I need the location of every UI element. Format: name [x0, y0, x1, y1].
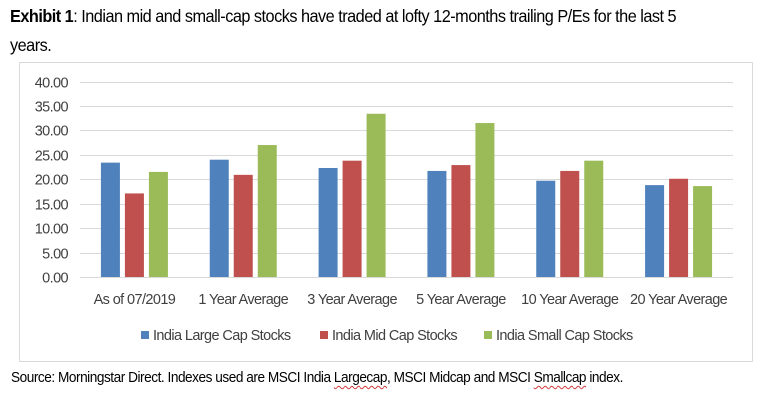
bar-india-mid-cap-stocks [560, 170, 580, 277]
legend-item: India Small Cap Stocks [484, 328, 634, 344]
bar-india-large-cap-stocks [645, 185, 665, 277]
bar-india-mid-cap-stocks [124, 193, 144, 277]
exhibit-label: Exhibit 1 [10, 6, 74, 26]
bar-india-small-cap-stocks [693, 186, 713, 277]
gridlines [80, 82, 733, 278]
source-note: Source: Morningstar Direct. Indexes used… [11, 370, 623, 386]
legend-swatch [320, 331, 328, 339]
y-tick-label: 35.00 [35, 100, 69, 116]
legend-label: India Small Cap Stocks [496, 328, 633, 344]
y-tick-label: 20.00 [35, 173, 69, 189]
bar-india-large-cap-stocks [100, 162, 120, 277]
x-category-label: 3 Year Average [307, 292, 397, 308]
x-category-label: 1 Year Average [198, 292, 288, 308]
bar-india-small-cap-stocks [475, 123, 495, 277]
bar-india-mid-cap-stocks [233, 174, 253, 277]
source-text-middle: , MSCI Midcap and MSCI [387, 370, 534, 386]
bars [100, 113, 713, 277]
bar-india-small-cap-stocks [148, 171, 168, 277]
source-text-suffix: index. [586, 370, 623, 386]
source-word-largecap: Largecap [333, 370, 388, 386]
x-category-label: 10 Year Average [521, 292, 619, 308]
bar-india-large-cap-stocks [427, 170, 447, 277]
legend: India Large Cap Stocks India Mid Cap Stoc… [141, 328, 634, 344]
bar-india-mid-cap-stocks [342, 160, 362, 277]
bar-india-large-cap-stocks [209, 159, 229, 277]
exhibit-description: : Indian mid and small-cap stocks have t… [10, 6, 677, 55]
y-tick-label: 15.00 [35, 198, 69, 214]
y-tick-label: 5.00 [42, 247, 68, 263]
legend-item: India Mid Cap Stocks [320, 328, 458, 344]
legend-label: India Large Cap Stocks [153, 328, 291, 344]
legend-label: India Mid Cap Stocks [332, 328, 457, 344]
legend-swatch [141, 331, 149, 339]
source-text-prefix: Source: Morningstar Direct. Indexes used… [11, 370, 334, 386]
y-tick-label: 40.00 [35, 76, 69, 92]
bar-india-mid-cap-stocks [451, 165, 471, 277]
y-tick-label: 0.00 [42, 271, 68, 287]
y-tick-label: 25.00 [35, 149, 69, 165]
chart-frame [19, 62, 753, 362]
bar-india-small-cap-stocks [584, 160, 604, 277]
y-axis-tick-labels: 0.00 5.00 10.00 15.00 20.00 25.00 30.00 35.00 40… [35, 76, 69, 287]
y-tick-label: 30.00 [35, 124, 69, 140]
bar-india-large-cap-stocks [536, 180, 556, 277]
y-tick-label: 10.00 [35, 222, 69, 238]
legend-item: India Large Cap Stocks [141, 328, 291, 344]
bar-india-large-cap-stocks [318, 168, 338, 277]
x-category-label: 5 Year Average [416, 292, 506, 308]
legend-swatch [484, 331, 492, 339]
source-word-smallcap: Smallcap [533, 370, 587, 386]
x-category-label: As of 07/2019 [94, 292, 176, 308]
exhibit-title: Exhibit 1: Indian mid and small-cap stoc… [10, 2, 703, 60]
x-category-label: 20 Year Average [630, 292, 728, 308]
bar-india-mid-cap-stocks [669, 178, 689, 277]
x-axis-category-labels: As of 07/2019 1 Year Average 3 Year Averag… [94, 292, 729, 308]
bar-india-small-cap-stocks [257, 145, 277, 277]
bar-india-small-cap-stocks [366, 113, 386, 277]
